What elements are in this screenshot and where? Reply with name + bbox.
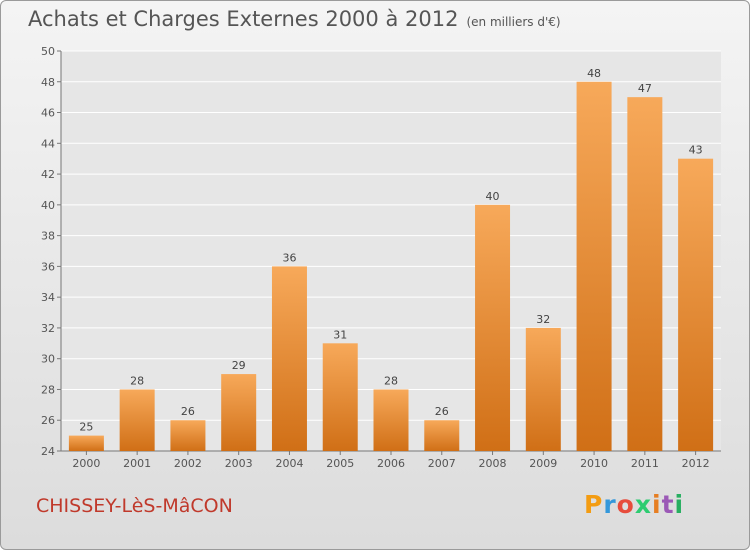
bar — [170, 420, 206, 451]
bar — [68, 435, 104, 451]
y-tick-label: 44 — [41, 137, 55, 150]
x-tick-label: 2011 — [631, 457, 659, 470]
y-tick-label: 32 — [41, 322, 55, 335]
data-label: 26 — [435, 405, 449, 418]
data-label: 43 — [689, 144, 703, 157]
bar — [424, 420, 460, 451]
data-label: 40 — [486, 190, 500, 203]
chart-unit: (en milliers d'€) — [466, 15, 561, 29]
data-label: 48 — [587, 67, 601, 80]
logo-letter: t — [661, 490, 675, 519]
logo-letter: P — [584, 490, 604, 519]
y-tick-label: 36 — [41, 260, 55, 273]
bar — [271, 266, 307, 451]
y-tick-label: 24 — [41, 445, 55, 458]
x-tick-label: 2008 — [479, 457, 507, 470]
data-label: 28 — [130, 374, 144, 387]
logo-letter: i — [674, 490, 685, 519]
logo-letter: i — [652, 490, 662, 519]
bar — [322, 343, 358, 451]
commune-name: CHISSEY-LèS-MâCON — [36, 495, 233, 517]
x-tick-label: 2002 — [174, 457, 202, 470]
bar — [119, 389, 155, 451]
bar — [373, 389, 409, 451]
x-tick-label: 2009 — [529, 457, 557, 470]
x-tick-label: 2005 — [326, 457, 354, 470]
y-tick-label: 40 — [41, 199, 55, 212]
x-tick-label: 2006 — [377, 457, 405, 470]
x-tick-label: 2007 — [428, 457, 456, 470]
y-tick-label: 38 — [41, 230, 55, 243]
y-tick-label: 34 — [41, 291, 55, 304]
x-tick-label: 2010 — [580, 457, 608, 470]
bar — [627, 97, 663, 452]
data-label: 25 — [79, 421, 93, 434]
data-label: 36 — [282, 251, 296, 264]
data-label: 28 — [384, 374, 398, 387]
x-tick-label: 2003 — [225, 457, 253, 470]
data-label: 29 — [232, 359, 246, 372]
logo-letter: r — [603, 490, 617, 519]
y-tick-label: 48 — [41, 76, 55, 89]
x-tick-label: 2004 — [275, 457, 303, 470]
logo-letter: o — [616, 490, 635, 519]
y-tick-label: 50 — [41, 45, 55, 58]
x-tick-label: 2001 — [123, 457, 151, 470]
bar — [475, 204, 511, 451]
bar — [678, 158, 714, 451]
x-tick-label: 2000 — [72, 457, 100, 470]
logo-letter: x — [634, 490, 652, 519]
y-tick-label: 42 — [41, 168, 55, 181]
data-label: 26 — [181, 405, 195, 418]
chart-title: Achats et Charges Externes 2000 à 2012 (e… — [28, 7, 561, 31]
data-label: 31 — [333, 328, 347, 341]
y-tick-label: 46 — [41, 107, 55, 120]
y-tick-label: 28 — [41, 383, 55, 396]
proxiti-logo: Proxiti — [584, 490, 684, 519]
data-label: 47 — [638, 82, 652, 95]
x-tick-label: 2012 — [682, 457, 710, 470]
bar — [576, 81, 612, 452]
y-tick-label: 30 — [41, 353, 55, 366]
data-label: 32 — [536, 313, 550, 326]
bar — [221, 374, 257, 451]
chart-title-text: Achats et Charges Externes 2000 à 2012 — [28, 7, 459, 31]
bar — [525, 327, 561, 451]
y-tick-label: 26 — [41, 414, 55, 427]
